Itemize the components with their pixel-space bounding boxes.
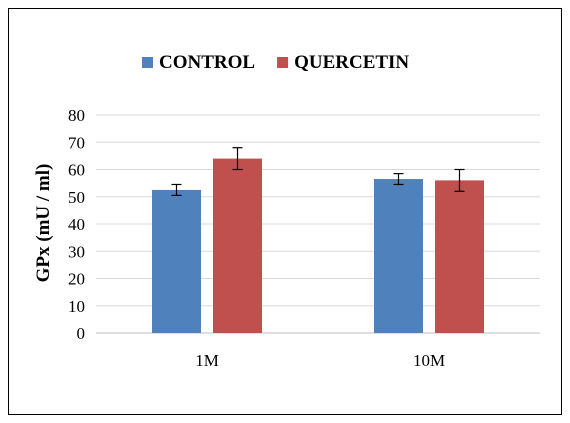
legend-label: CONTROL [159,52,255,73]
bar-control-10m [374,179,423,333]
y-tick-label: 40 [68,215,85,234]
bars [152,158,484,333]
x-category-label: 1M [195,351,219,370]
legend-label: QUERCETIN [294,52,409,73]
y-axis-label: GPx (mU / ml) [33,164,54,283]
legend: CONTROL QUERCETIN [142,52,409,73]
bar-quercetin-1m [213,158,262,333]
y-axis-ticks: 0 10 20 30 40 50 60 70 80 [68,106,85,343]
bar-quercetin-10m [435,180,484,333]
error-bars [171,147,465,196]
legend-swatch [142,57,153,68]
y-tick-label: 30 [68,242,85,261]
y-tick-label: 10 [68,297,85,316]
y-tick-label: 70 [68,133,85,152]
bar-control-1m [152,189,201,333]
x-axis-categories: 1M 10M [195,351,445,370]
x-category-label: 10M [413,351,445,370]
y-tick-label: 0 [77,324,86,343]
legend-swatch [277,57,289,68]
y-tick-label: 80 [68,106,85,125]
y-tick-label: 60 [68,161,85,180]
y-tick-label: 20 [68,270,85,289]
y-tick-label: 50 [68,188,85,207]
